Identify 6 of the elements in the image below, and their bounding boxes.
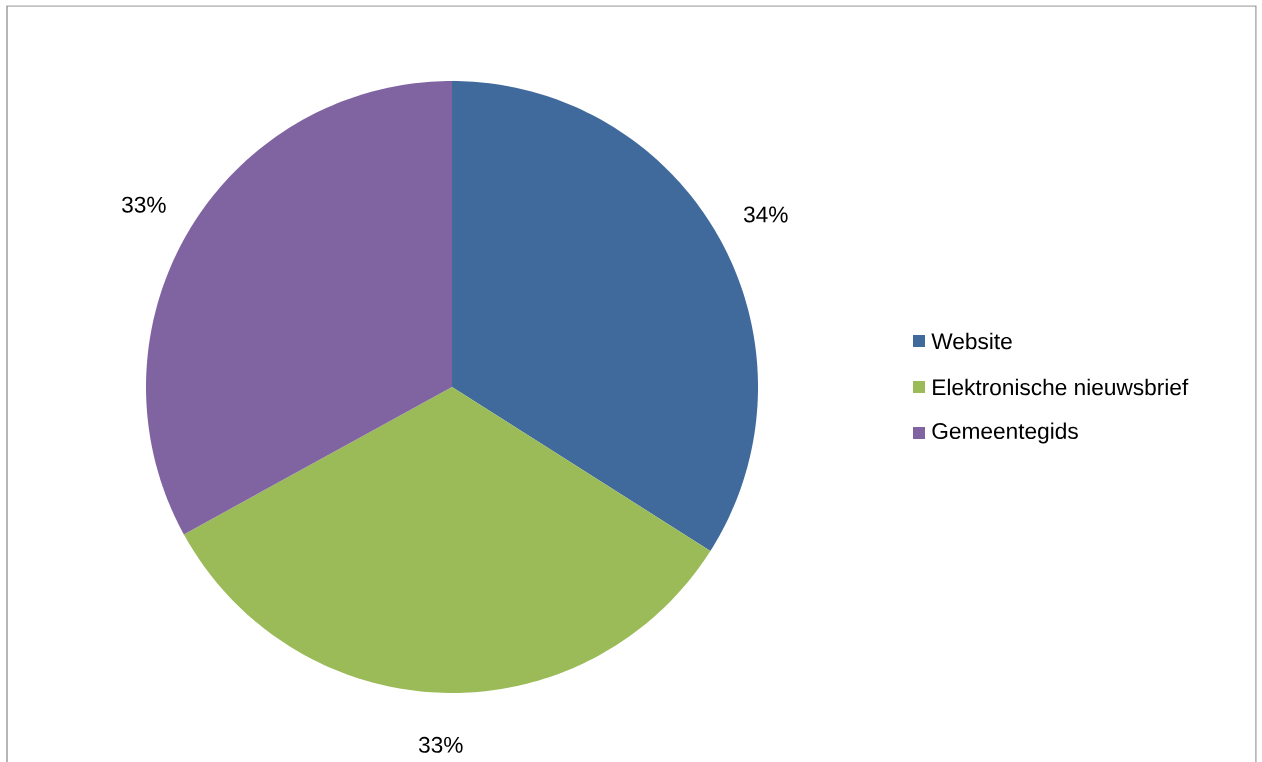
data-label: 33% bbox=[122, 196, 166, 213]
data-label: 34% bbox=[743, 206, 788, 223]
legend-label: Website bbox=[931, 332, 1012, 350]
data-label: 33% bbox=[418, 736, 463, 753]
legend-label: Gemeentegids bbox=[932, 422, 1078, 444]
legend-label: Elektronische nieuwsbrief bbox=[933, 378, 1189, 396]
